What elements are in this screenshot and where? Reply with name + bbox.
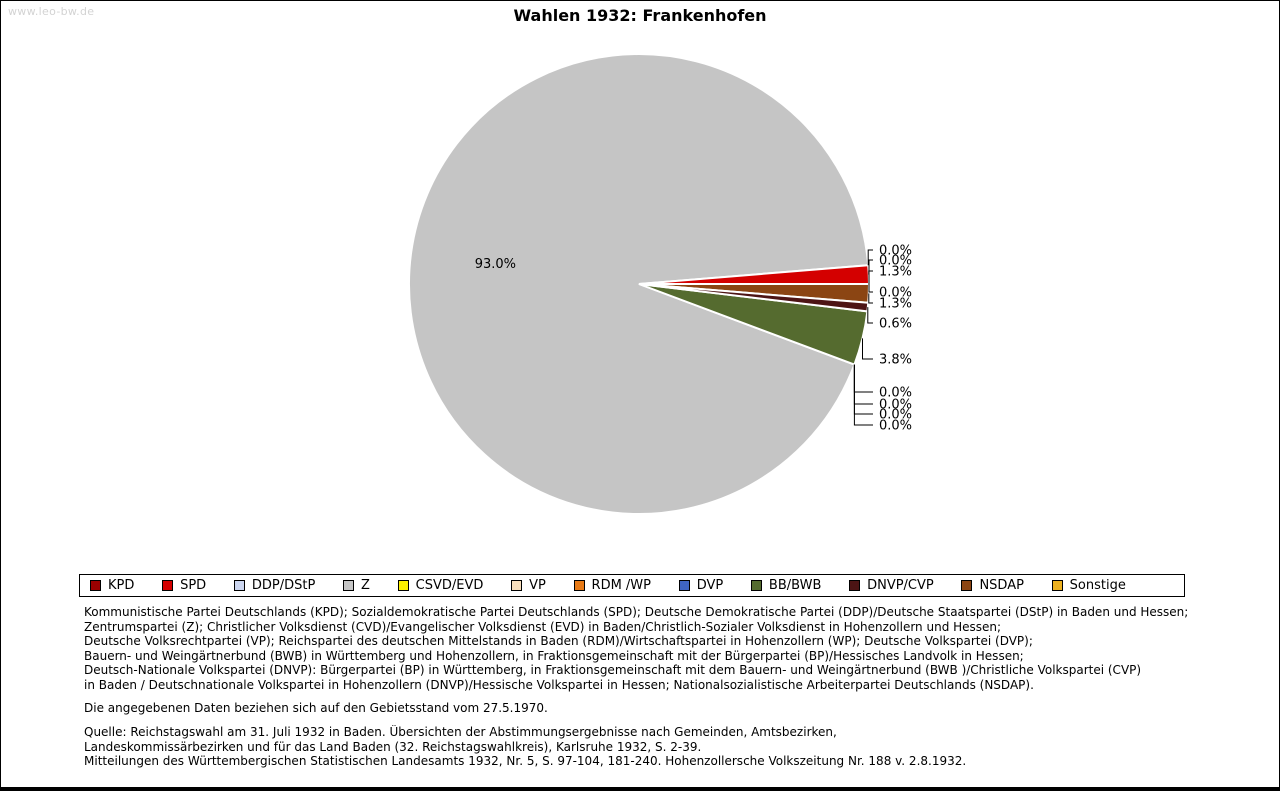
- legend-item-spd: SPD: [162, 578, 206, 593]
- pie-leader-kpd: [868, 259, 873, 284]
- legend-swatch-bb-bwb: [750, 580, 762, 591]
- legend-swatch-z: [343, 580, 355, 591]
- legend-item-z: Z: [343, 578, 370, 593]
- pie-label-kpd: 0.0%: [879, 254, 912, 269]
- legend-label-nsdap: NSDAP: [979, 578, 1024, 593]
- legend-label-sonstige: Sonstige: [1069, 578, 1126, 593]
- legend-item-sonstige: Sonstige: [1051, 578, 1126, 593]
- legend-swatch-sonstige: [1051, 580, 1063, 591]
- pie-slice-z: [407, 53, 870, 516]
- legend-swatch-nsdap: [961, 580, 973, 591]
- pie-label-csvd-evd: 0.0%: [879, 386, 912, 401]
- pie-chart: 0.0%1.3%0.0%93.0%0.0%0.0%0.0%0.0%3.8%0.6…: [407, 53, 912, 516]
- pie-label-z: 93.0%: [475, 257, 516, 272]
- party-abbreviations-note: Kommunistische Partei Deutschlands (KPD)…: [84, 605, 1189, 692]
- pie-leader-bb-bwb: [862, 338, 873, 360]
- watermark: www.leo-bw.de: [8, 5, 95, 18]
- pie-label-dvp: 0.0%: [879, 419, 912, 434]
- legend-item-bb-bwb: BB/BWB: [750, 578, 822, 593]
- pie-leader-nsdap: [868, 293, 873, 304]
- pie-leader-sonstige: [868, 284, 873, 293]
- pie-leader-vp: [853, 364, 873, 405]
- legend-label-dnvp-cvp: DNVP/CVP: [867, 578, 934, 593]
- territorial-note: Die angegebenen Daten beziehen sich auf …: [84, 701, 548, 715]
- pie-label-vp: 0.0%: [879, 398, 912, 413]
- legend-item-kpd: KPD: [90, 578, 134, 593]
- pie-leader-ddp-dstp: [867, 249, 873, 266]
- legend-label-ddp-dstp: DDP/DStP: [251, 578, 316, 593]
- legend-item-nsdap: NSDAP: [961, 578, 1024, 593]
- legend-swatch-spd: [162, 580, 174, 591]
- legend-label-vp: VP: [529, 578, 546, 593]
- pie-leader-dnvp-cvp: [867, 307, 873, 324]
- legend-swatch-ddp-dstp: [233, 580, 245, 591]
- pie-label-rdm-wp: 0.0%: [879, 408, 912, 423]
- legend-swatch-csvd-evd: [397, 580, 409, 591]
- legend-item-rdm-wp: RDM /WP: [573, 578, 651, 593]
- legend-label-rdm-wp: RDM /WP: [591, 578, 651, 593]
- legend-swatch-dvp: [678, 580, 690, 591]
- legend-swatch-vp: [511, 580, 523, 591]
- legend-swatch-rdm-wp: [573, 580, 585, 591]
- pie-label-dnvp-cvp: 0.6%: [879, 317, 912, 332]
- legend-item-csvd-evd: CSVD/EVD: [397, 578, 484, 593]
- legend-label-csvd-evd: CSVD/EVD: [415, 578, 484, 593]
- pie-label-spd: 1.3%: [879, 265, 912, 280]
- pie-leader-dvp: [853, 364, 873, 426]
- source-note: Quelle: Reichstagswahl am 31. Juli 1932 …: [84, 725, 967, 769]
- legend: KPD SPD DDP/DStP Z CSVD/EVD VP RDM /WP DVP BB/BW…: [79, 574, 1185, 597]
- legend-label-z: Z: [361, 578, 370, 593]
- legend-label-bb-bwb: BB/BWB: [768, 578, 822, 593]
- legend-label-kpd: KPD: [108, 578, 135, 593]
- pie-leader-rdm-wp: [853, 364, 873, 415]
- legend-swatch-kpd: [90, 580, 101, 591]
- pie-leader-csvd-evd: [853, 364, 873, 393]
- legend-label-dvp: DVP: [696, 578, 724, 593]
- chart-title: Wahlen 1932: Frankenhofen: [513, 6, 767, 25]
- legend-item-ddp-dstp: DDP/DStP: [233, 578, 316, 593]
- pie-leader-spd: [868, 270, 873, 275]
- pie-label-bb-bwb: 3.8%: [879, 353, 912, 368]
- pie-label-sonstige: 0.0%: [879, 286, 912, 301]
- legend-item-dnvp-cvp: DNVP/CVP: [849, 578, 934, 593]
- pie-label-nsdap: 1.3%: [879, 297, 912, 312]
- legend-label-spd: SPD: [180, 578, 207, 593]
- legend-item-vp: VP: [511, 578, 546, 593]
- legend-swatch-dnvp-cvp: [849, 580, 861, 591]
- legend-item-dvp: DVP: [678, 578, 724, 593]
- pie-label-ddp-dstp: 0.0%: [879, 244, 912, 259]
